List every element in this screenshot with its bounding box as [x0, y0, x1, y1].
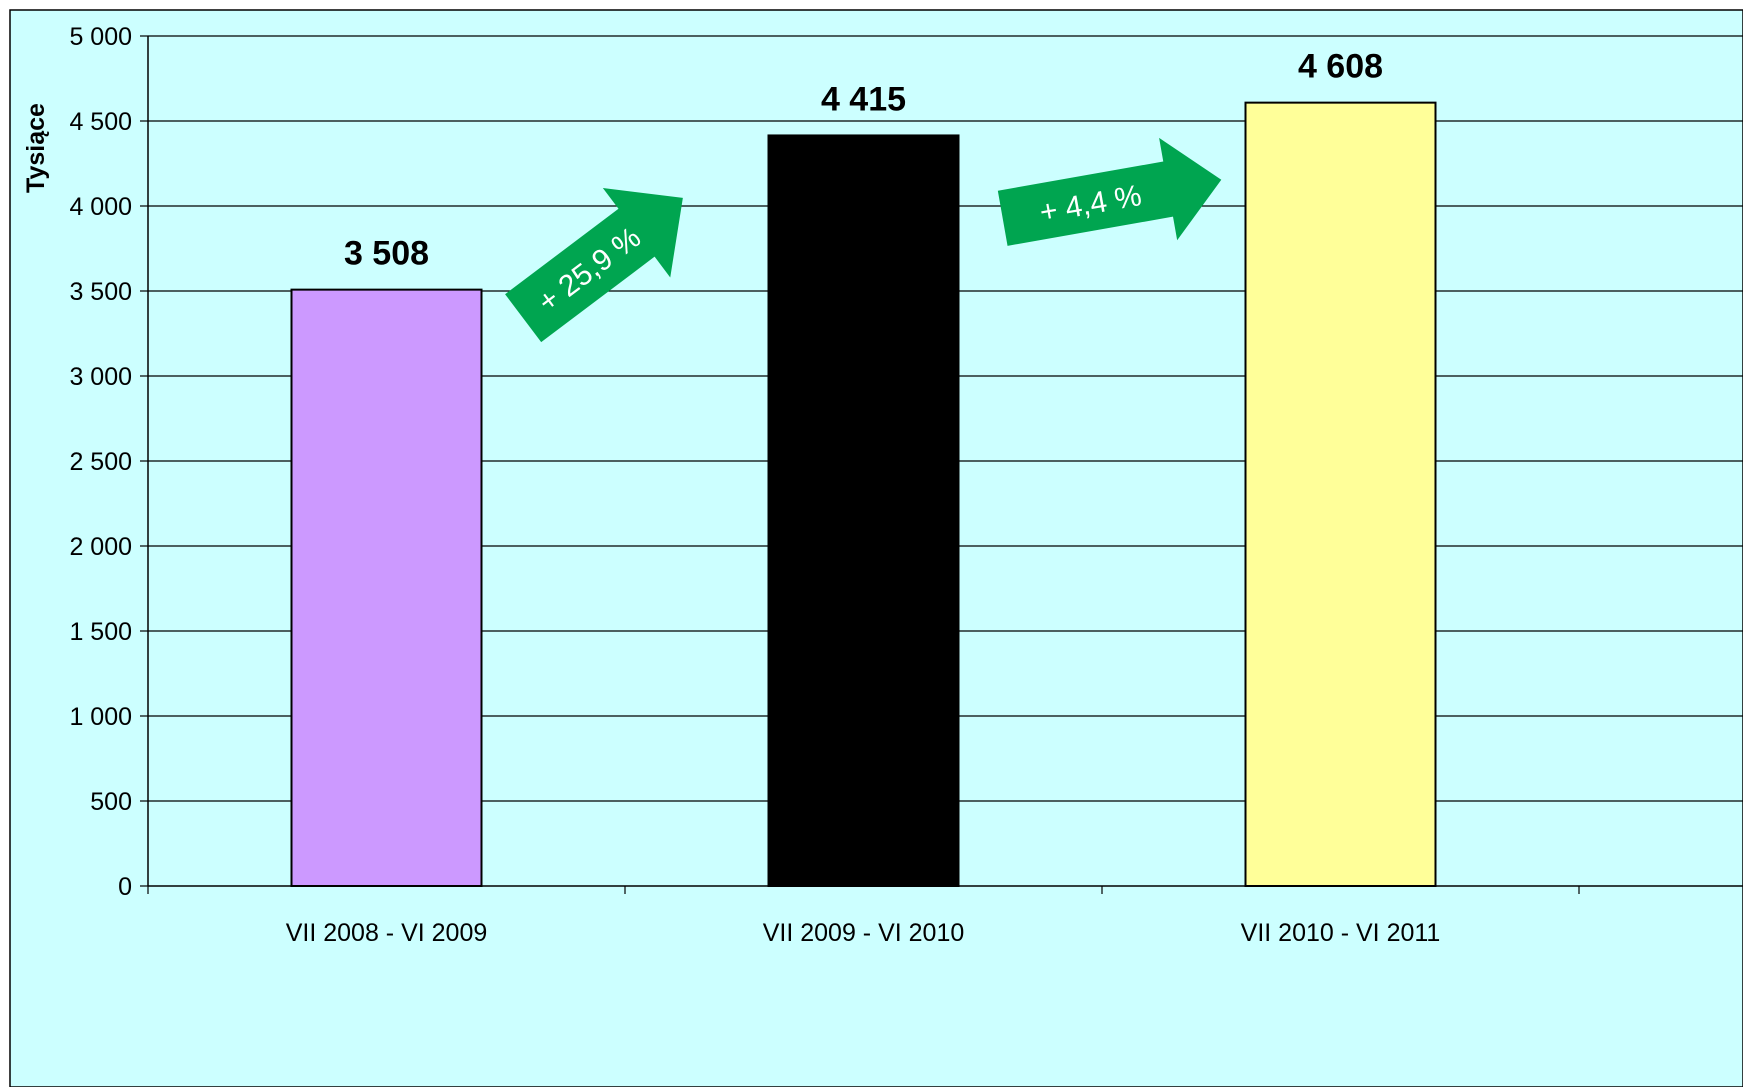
- y-tick-label: 1 000: [69, 703, 132, 731]
- y-tick-label: 1 500: [69, 618, 132, 646]
- y-tick-label: 2 000: [69, 533, 132, 561]
- bar: [1244, 101, 1437, 887]
- bar-value-label: 4 415: [821, 80, 906, 118]
- arrow-shape: [997, 137, 1222, 246]
- y-tick-label: 3 000: [69, 363, 132, 391]
- y-tick-label: 2 500: [69, 448, 132, 476]
- axes: [140, 35, 1743, 894]
- x-category-label: VII 2008 - VI 2009: [286, 919, 488, 947]
- y-tick-label: 4 500: [69, 108, 132, 136]
- y-tick-label: 0: [118, 873, 132, 901]
- y-tick-label: 5 000: [69, 23, 132, 51]
- arrow-shape: [505, 188, 683, 343]
- y-axis-title: Tysiące: [22, 103, 50, 193]
- x-category-label: VII 2009 - VI 2010: [763, 919, 965, 947]
- y-tick-label: 4 000: [69, 193, 132, 221]
- value-labels: 3 508 4 415 4 608: [344, 48, 1383, 273]
- y-tick-labels: 0 500 1 000 1 500 2 000 2 500 3 000 3 500 4 000 4…: [69, 23, 132, 901]
- bars: [290, 101, 1437, 887]
- y-tick-label: 3 500: [69, 278, 132, 306]
- x-category-labels: VII 2008 - VI 2009 VII 2009 - VI 2010 VII …: [286, 919, 1441, 947]
- growth-arrow: + 4,4 %: [997, 137, 1222, 246]
- x-category-label: VII 2010 - VI 2011: [1241, 919, 1441, 947]
- bar-value-label: 4 608: [1298, 48, 1383, 86]
- bar-value-label: 3 508: [344, 235, 429, 273]
- bar: [290, 288, 483, 887]
- bar: [767, 134, 960, 887]
- y-tick-label: 500: [90, 788, 132, 816]
